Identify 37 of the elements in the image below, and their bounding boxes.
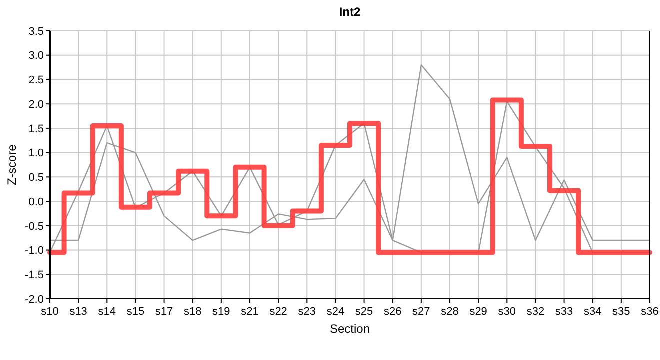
y-axis-title: Z-score xyxy=(5,144,19,186)
x-tick-label: s32 xyxy=(526,306,545,318)
chart-title: Int2 xyxy=(339,5,361,19)
x-tick-label: s17 xyxy=(155,306,174,318)
y-tick-label: 0.5 xyxy=(28,172,44,184)
y-tick-label: 2.0 xyxy=(28,98,44,111)
x-tick-label: s18 xyxy=(184,306,202,318)
x-tick-label: s28 xyxy=(441,306,459,318)
x-tick-label: s29 xyxy=(470,306,488,318)
x-axis-title: Section xyxy=(330,322,370,336)
x-tick-label: s13 xyxy=(70,306,88,318)
x-tick-label: s24 xyxy=(326,306,345,318)
y-tick-label: 1.0 xyxy=(28,148,44,160)
x-tick-label: s25 xyxy=(355,306,374,318)
x-tick-label: s15 xyxy=(126,306,145,318)
x-tick-label: s33 xyxy=(555,306,574,318)
x-tick-label: s30 xyxy=(498,306,516,318)
y-tick-label: 2.5 xyxy=(28,74,44,87)
y-tick-label: 0.0 xyxy=(28,196,44,208)
y-tick-label: 1.5 xyxy=(28,123,44,136)
x-tick-label: s22 xyxy=(270,306,288,318)
x-tick-label: s35 xyxy=(612,306,630,318)
y-tick-label: -0.5 xyxy=(25,220,44,233)
x-tick-label: s10 xyxy=(41,306,59,318)
x-tick-label: s21 xyxy=(241,306,259,318)
x-tick-label: s27 xyxy=(412,306,430,318)
y-tick-label: 3.0 xyxy=(28,50,44,62)
x-tick-label: s23 xyxy=(298,306,316,318)
x-tick-label: s19 xyxy=(212,306,230,318)
y-tick-label: -2.0 xyxy=(25,294,44,306)
x-tick-label: s26 xyxy=(384,306,402,318)
y-tick-label: -1.0 xyxy=(25,245,44,258)
y-tick-label: -1.5 xyxy=(25,269,44,282)
x-tick-label: s36 xyxy=(641,306,659,318)
x-tick-label: s34 xyxy=(584,306,602,318)
y-tick-label: 3.5 xyxy=(28,26,44,38)
x-tick-label: s14 xyxy=(98,306,116,318)
